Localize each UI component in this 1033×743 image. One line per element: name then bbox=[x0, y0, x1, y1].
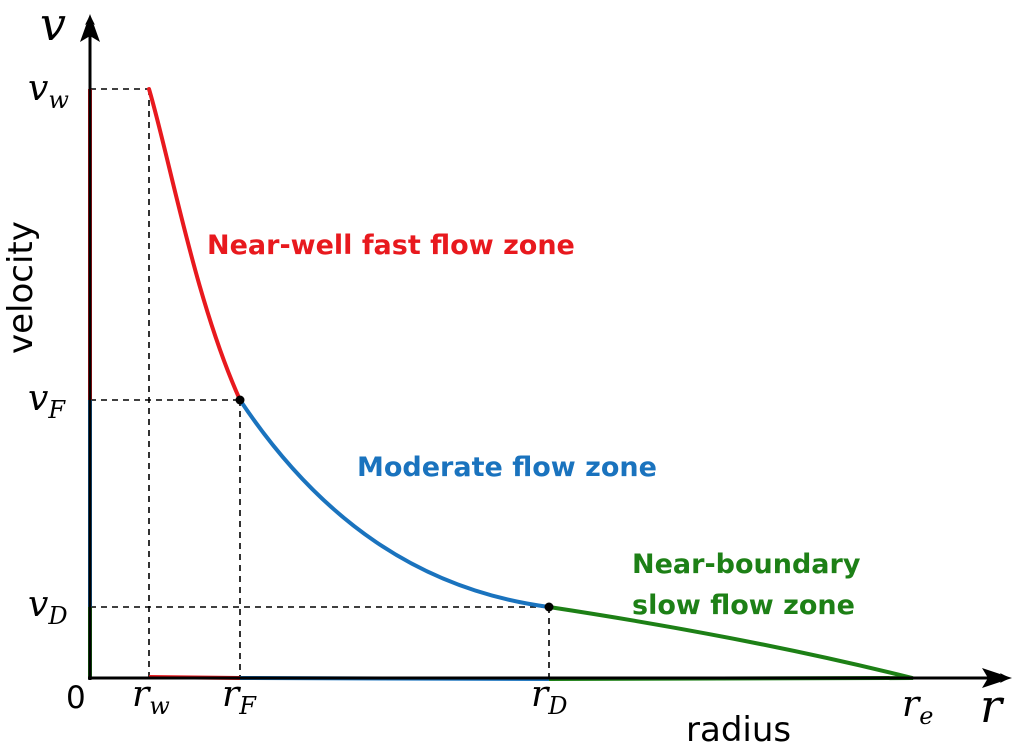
tick-rf: rF bbox=[222, 674, 257, 720]
curve-near-boundary-segment bbox=[547, 605, 914, 680]
zone-label-near-boundary-line-2: slow flow zone bbox=[632, 590, 855, 621]
guide-lines bbox=[90, 88, 550, 678]
y-axis-arrowhead bbox=[80, 14, 100, 42]
x-axis-title: radius bbox=[686, 710, 791, 743]
tick-vf: vF bbox=[28, 378, 66, 424]
tick-rd: rD bbox=[531, 674, 567, 720]
transition-point-rf bbox=[235, 395, 245, 405]
y-axis-title: velocity bbox=[1, 221, 41, 354]
y-axis-symbol: v bbox=[40, 0, 66, 51]
curve-moderate-segment bbox=[238, 398, 551, 609]
x-axis-arrowhead bbox=[982, 668, 1012, 688]
zone-label-near-well: Near-well fast flow zone bbox=[207, 230, 575, 261]
axes bbox=[85, 15, 1010, 683]
curve-near-well-segment bbox=[147, 87, 242, 402]
zone-label-moderate: Moderate flow zone bbox=[357, 452, 657, 483]
origin-label: 0 bbox=[66, 680, 86, 716]
velocity-curve bbox=[147, 87, 914, 680]
tick-vd: vD bbox=[28, 584, 68, 630]
x-axis-symbol: r bbox=[980, 679, 1005, 733]
tick-vw: vw bbox=[28, 68, 69, 114]
tick-re: re bbox=[902, 684, 933, 730]
zone-label-near-boundary-line-1: Near-boundary bbox=[632, 549, 861, 580]
transition-point-rd bbox=[544, 602, 554, 612]
tick-rw: rw bbox=[132, 674, 170, 720]
